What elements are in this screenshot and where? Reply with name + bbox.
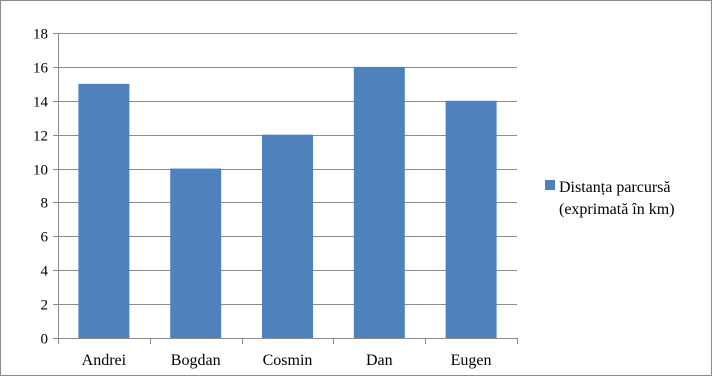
legend-swatch [545, 180, 555, 190]
bar-cosmin [262, 134, 313, 338]
y-tick-label: 2 [41, 298, 49, 314]
legend-label-line: (exprimată în km) [559, 201, 675, 218]
bars [78, 66, 497, 339]
y-tick-label: 0 [41, 332, 49, 348]
x-tick-label: Cosmin [263, 352, 313, 369]
y-tick-label: 14 [33, 95, 49, 111]
x-tick-label: Dan [366, 352, 393, 369]
y-tick-label: 16 [33, 61, 49, 77]
x-tick-label: Andrei [82, 352, 127, 369]
y-tick-label: 18 [33, 27, 48, 43]
y-tick-label: 8 [41, 196, 49, 212]
y-tick-label: 10 [33, 163, 48, 179]
bar-andrei [78, 83, 130, 338]
x-tick-label: Bogdan [171, 352, 221, 369]
y-axis-ticks: 0 2 4 6 8 10 12 14 16 18 [33, 27, 58, 348]
y-tick-label: 4 [41, 264, 49, 280]
bar-dan [353, 66, 405, 338]
bar-bogdan [170, 168, 222, 338]
axes [58, 33, 517, 339]
legend-label-line: Distanța parcursă [559, 179, 671, 196]
bar-eugen [445, 100, 497, 339]
x-axis-ticks: Andrei Bogdan Cosmin Dan Eugen [58, 338, 518, 369]
y-tick-label: 12 [33, 129, 48, 145]
legend: Distanța parcursă (exprimată în km) [545, 179, 675, 218]
y-tick-label: 6 [41, 230, 49, 246]
x-tick-label: Eugen [451, 352, 492, 369]
